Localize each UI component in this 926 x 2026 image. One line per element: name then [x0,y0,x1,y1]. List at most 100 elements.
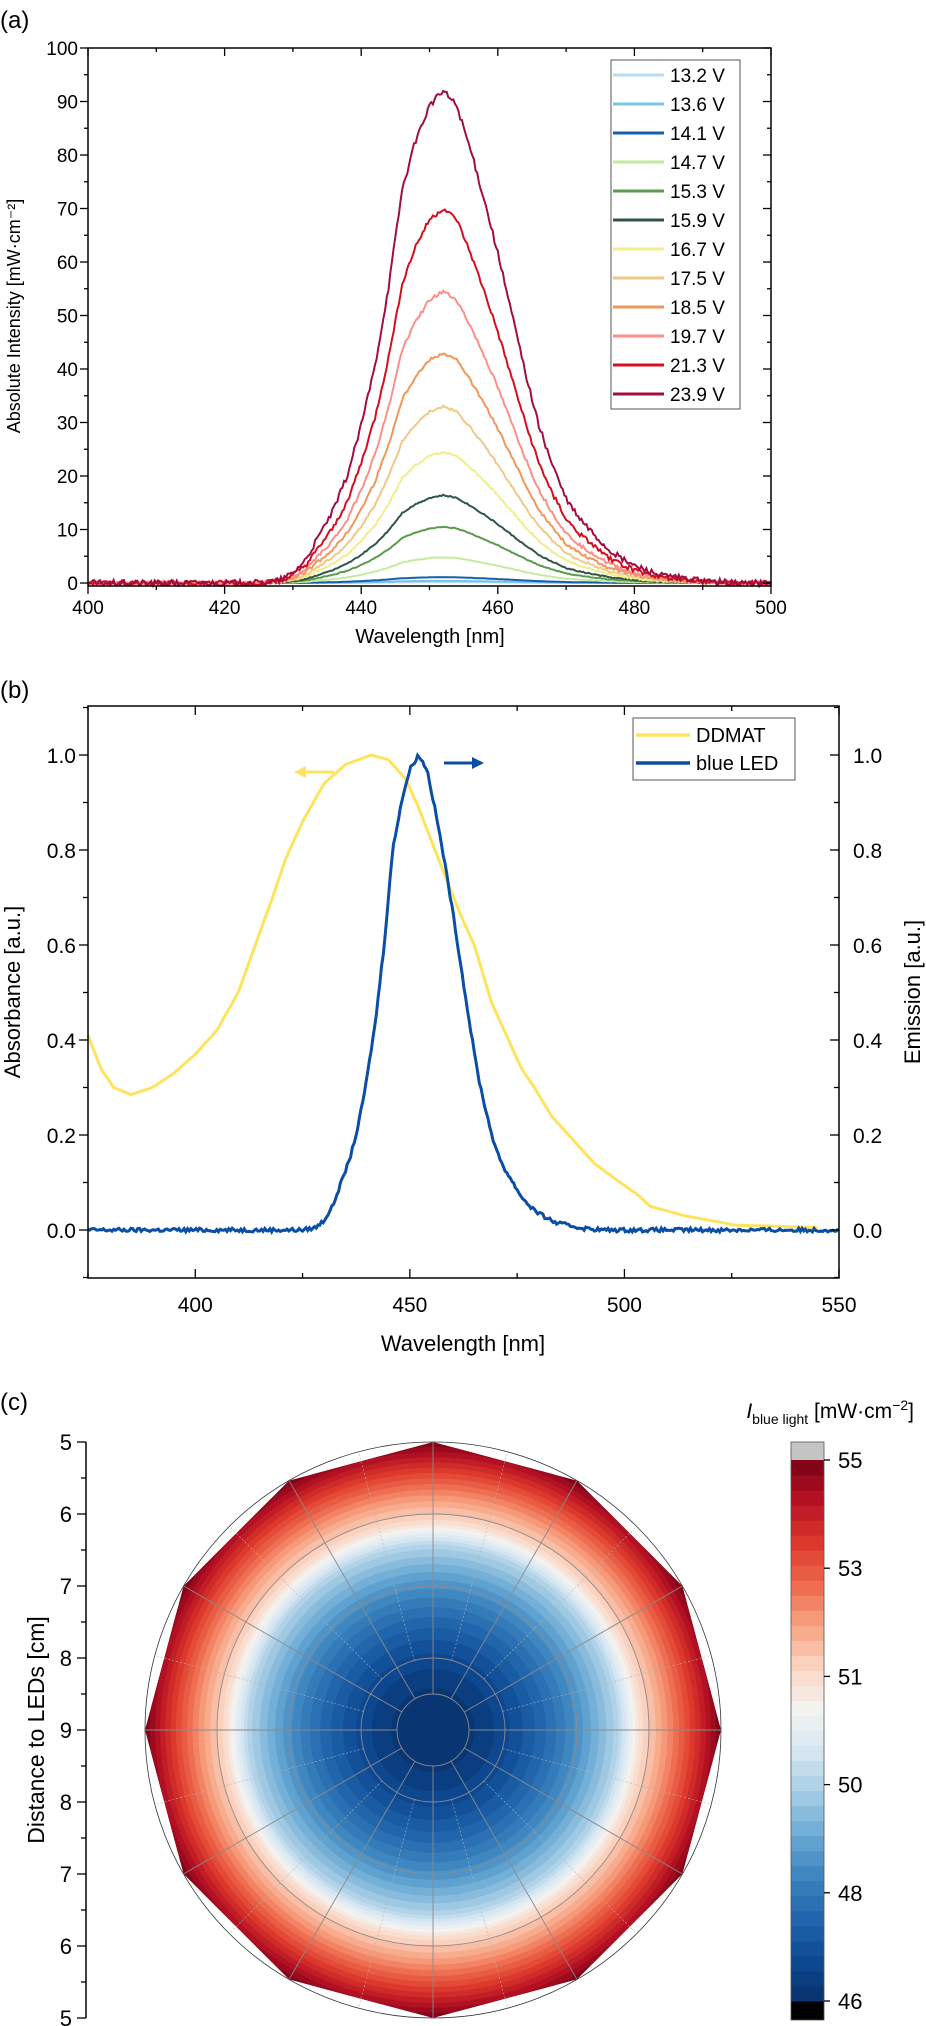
colorbar-title-bracket: ] [908,1400,914,1423]
y-tick-label: 60 [57,253,78,274]
axis-direction-arrows [294,757,484,778]
legend-label: 14.1 V [670,124,725,145]
polar-minor-spoke [154,1748,364,1805]
y-tick-label: 8 [60,1790,72,1815]
colorbar-band [791,1715,824,1731]
panel-c-distance-axis: 5 6 7 8 9 8 7 6 5 [60,1430,87,2026]
panel-c-label: (c) [0,1389,28,1416]
series-line-15-3-V [87,525,772,585]
legend-label: 13.2 V [670,66,725,87]
legend-label: 18.5 V [670,298,725,319]
colorbar-band [791,1475,824,1491]
colorbar-band [791,1910,824,1927]
panel-a-xlabel: Wavelength [nm] [355,626,504,648]
polar-spoke [183,1585,403,1713]
colorbar-band [791,1805,824,1822]
colorbar-band [791,1625,824,1641]
colorbar-band [791,1745,824,1762]
legend-label: 15.3 V [670,182,725,203]
y-tick-label: 20 [57,467,78,488]
panel-a-intensity-spectra: (a) 400 420 440 460 480 500 0 10 20 30 40 50 60 70 80 9… [0,7,787,648]
y-tick-label: 80 [57,146,78,167]
legend-label-ddmat: DDMAT [696,725,766,747]
y-tick-label: 100 [46,39,78,60]
colorbar-band [791,1490,824,1506]
y-tick-label-right: 0.0 [853,1220,882,1243]
colorbar-band [791,1940,824,1957]
contour-band [391,1688,475,1772]
colorbar-band [791,1985,824,2002]
panel-b-ylabel-left: Absorbance [a.u.] [0,906,25,1078]
y-tick-label: 90 [57,93,78,114]
x-tick-label: 400 [72,598,104,619]
polar-spoke [288,1760,416,1980]
colorbar-over-swatch [791,1442,824,1460]
y-tick-label: 30 [57,414,78,435]
panel-a-curves [87,89,772,589]
colorbar-band [791,1790,824,1807]
right-arrow-icon [444,757,484,769]
polar-spoke [450,1760,578,1980]
x-tick-label: 440 [345,598,377,619]
y-tick-label-right: 0.6 [853,935,882,958]
polar-minor-spoke [483,1780,637,1934]
colorbar-title-symbol: I [746,1400,752,1423]
y-tick-label: 7 [60,1862,72,1887]
legend-box [632,717,796,781]
series-line-blue-LED [87,751,840,1236]
y-tick-label: 5 [60,2006,72,2026]
colorbar-under-swatch [791,2001,824,2020]
y-tick-label: 7 [60,1574,72,1599]
colorbar-tick-label: 55 [838,1448,862,1473]
polar-spoke [450,1480,578,1700]
polar-minor-spoke [451,1451,508,1661]
panel-b-curves [86,751,840,1236]
panel-c-ylabel: Distance to LEDs [cm] [23,1616,49,1844]
colorbar-title-exponent: −2 [892,1397,908,1413]
polar-minor-spoke [502,1748,712,1805]
y-tick-label: 5 [60,1430,72,1455]
panel-a-legend: 13.2 V 13.6 V 14.1 V 14.7 V 15.3 V 15.9 V 16.7… [610,59,741,410]
colorbar-title: Iblue light [mW·cm−2] [746,1397,914,1427]
polar-minor-spoke [483,1526,637,1680]
colorbar-tick-label: 50 [838,1773,862,1798]
series-line-15-9-V [87,493,772,585]
colorbar-band [791,1850,824,1867]
x-tick-label: 550 [821,1294,856,1317]
polar-spoke [463,1747,683,1875]
panel-a-axes: 400 420 440 460 480 500 0 10 20 30 40 50 60 70 80 90 100 [46,39,787,619]
colorbar-band [791,1925,824,1942]
y-tick-label: 10 [57,521,78,542]
polar-minor-spoke [358,1799,415,2009]
legend-label: 16.7 V [670,240,725,261]
colorbar-band [791,1955,824,1972]
colorbar-band [791,1865,824,1882]
colorbar-title-subscript: blue light [752,1411,808,1427]
y-tick-label: 50 [57,307,78,328]
x-tick-label: 420 [209,598,241,619]
series-line-16-7-V [87,451,772,585]
polar-minor-spoke [154,1655,364,1712]
colorbar-band [791,1520,824,1536]
y-tick-label-left: 1.0 [47,745,76,768]
colorbar-band [791,1775,824,1792]
colorbar-title-unit: [mW·cm [808,1400,892,1423]
legend-label: 13.6 V [670,95,725,116]
y-tick-label-left: 0.2 [47,1125,76,1148]
y-tick-label-left: 0.8 [47,840,76,863]
colorbar-band [791,1550,824,1566]
polar-minor-spoke [451,1799,508,2009]
colorbar-band [791,1595,824,1611]
legend-label: 15.9 V [670,211,725,232]
colorbar-tick-label: 51 [838,1664,862,1689]
x-tick-label: 500 [607,1294,642,1317]
colorbar-band [791,1670,824,1686]
y-tick-label: 0 [67,574,78,595]
polar-minor-spoke [502,1655,712,1712]
colorbar-band [791,1880,824,1897]
colorbar-band [791,1460,824,1476]
legend-label: 23.9 V [670,385,725,406]
x-tick-label: 500 [755,598,787,619]
colorbar: 55 53 51 50 48 46 [790,1441,862,2021]
